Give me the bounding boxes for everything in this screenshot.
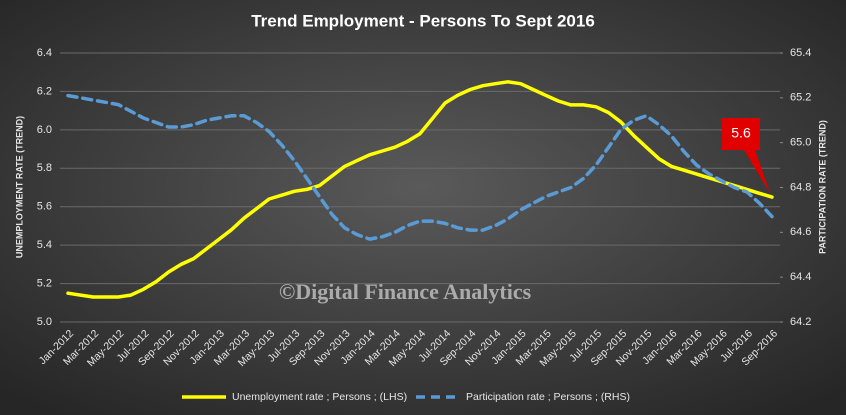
y-tick-label: 5.0 [37,316,52,328]
y2-tick-label: 64.2 [790,316,811,328]
y2-tick-label: 65.4 [790,47,811,59]
y-tick-label: 6.0 [37,124,52,136]
y-tick-label: 5.4 [37,239,52,251]
y-tick-label: 6.2 [37,85,52,97]
y2-tick-label: 64.4 [790,271,811,283]
y2-axis-title: PARTICIPATION RATE (TREND) [817,120,827,254]
legend-label: Participation rate ; Persons ; (RHS) [466,391,630,403]
annotation-box [722,118,770,194]
y2-tick-label: 65.2 [790,92,811,104]
series-line [66,80,774,299]
watermark: ©Digital Finance Analytics [279,279,532,304]
y2-tick-label: 65.0 [790,137,811,149]
y-tick-label: 5.8 [37,162,52,174]
y-axis-title: UNEMPLOYMENT RATE (TREND) [14,116,24,258]
y2-tick-label: 64.8 [790,181,811,193]
y-tick-label: 5.6 [37,201,52,213]
y-tick-label: 5.2 [37,277,52,289]
legend-label: Unemployment rate ; Persons ; (LHS) [232,391,407,403]
y-tick-label: 6.4 [37,47,52,59]
series-line [66,93,774,241]
annotation-label: 5.6 [731,125,751,141]
chart-title: Trend Employment - Persons To Sept 2016 [251,11,595,30]
y2-tick-label: 64.6 [790,226,811,238]
